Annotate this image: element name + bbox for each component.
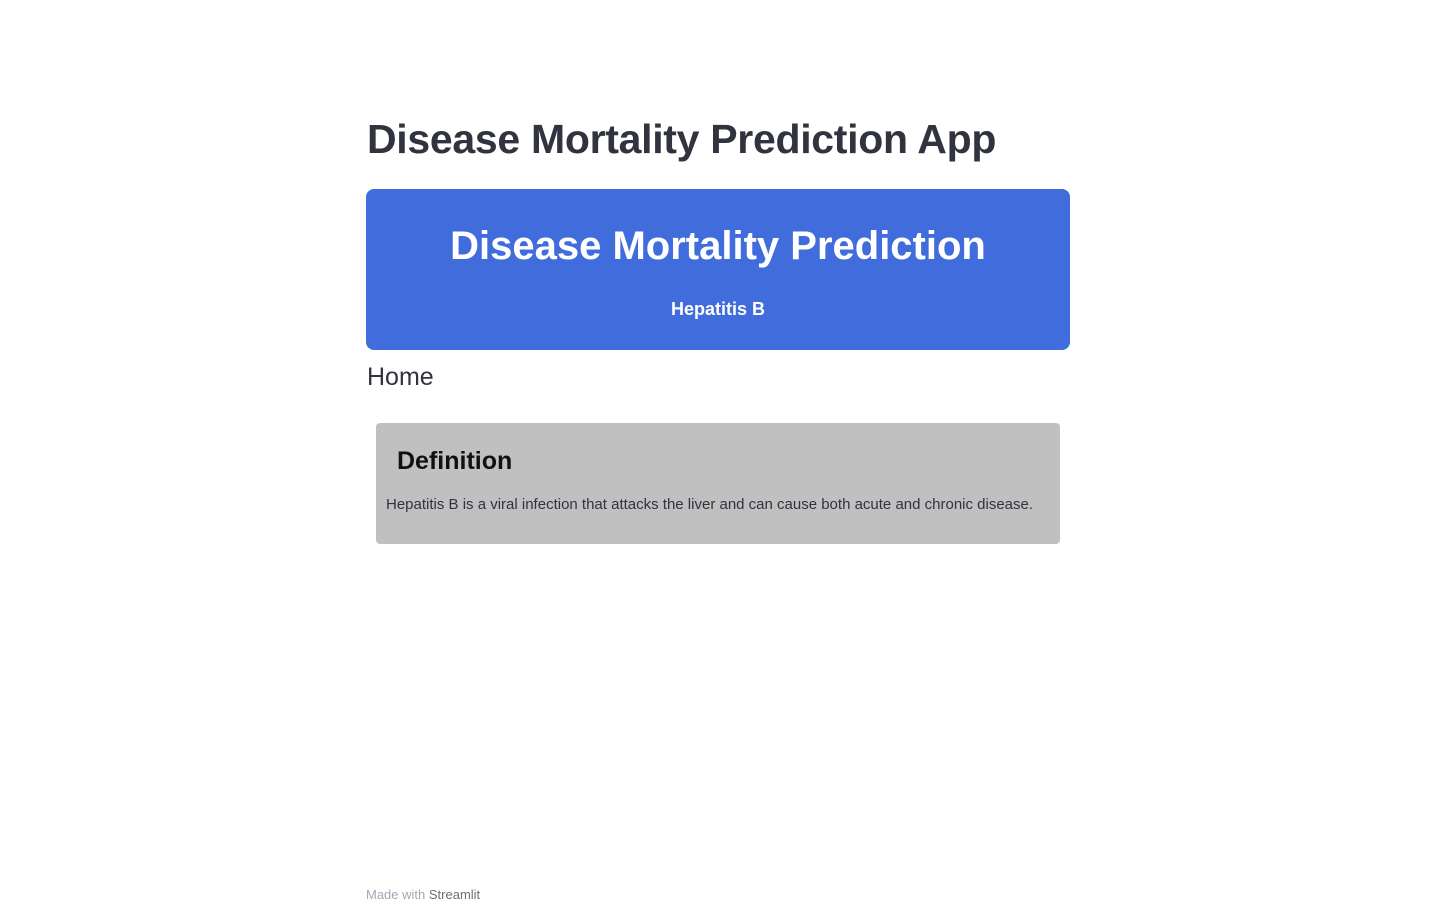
- streamlit-link[interactable]: Streamlit: [428, 887, 481, 902]
- definition-card: Definition Hepatitis B is a viral infect…: [376, 423, 1060, 544]
- definition-title: Definition: [397, 447, 513, 475]
- page-title: Disease Mortality Prediction App: [367, 116, 997, 162]
- definition-text: Hepatitis B is a viral infection that at…: [386, 496, 1034, 513]
- footer: Made with Streamlit: [366, 887, 480, 902]
- header-banner: [366, 189, 1070, 350]
- banner-title: Disease Mortality Prediction: [450, 224, 986, 268]
- section-heading: Home: [367, 363, 434, 391]
- banner-subtitle: Hepatitis B: [670, 299, 766, 319]
- main-content: Disease Mortality Prediction App Disease…: [366, 0, 1070, 904]
- footer-prefix: Made with: [366, 887, 426, 902]
